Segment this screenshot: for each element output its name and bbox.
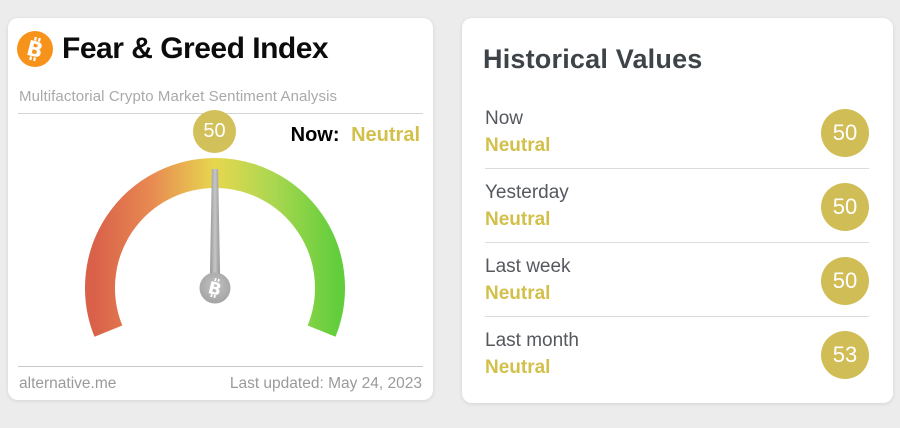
last-updated: Last updated: May 24, 2023 (229, 375, 422, 392)
row-value: 50 (832, 119, 858, 145)
row-value-badge: 50 (821, 182, 869, 231)
row-sentiment: Neutral (485, 357, 551, 378)
historical-values-card: Historical Values Now Neutral 50 Yesterd… (462, 18, 893, 403)
history-row-last-month: Last month Neutral 53 (485, 317, 869, 390)
source-link[interactable]: alternative.me (19, 375, 117, 392)
gauge-pivot: B (199, 272, 231, 304)
historical-rows: Now Neutral 50 Yesterday Neutral 50 Last… (485, 90, 869, 390)
row-value-badge: 53 (821, 330, 869, 379)
history-row-now: Now Neutral 50 (485, 90, 869, 169)
row-label: Yesterday (485, 182, 569, 203)
page-title: Fear & Greed Index (62, 32, 329, 65)
row-value-badge: 50 (821, 256, 869, 305)
gauge-value-badge: 50 (193, 110, 236, 153)
historical-title: Historical Values (483, 44, 703, 74)
history-row-yesterday: Yesterday Neutral 50 (485, 169, 869, 243)
row-label: Last week (485, 256, 571, 277)
row-value: 50 (832, 193, 858, 219)
history-row-last-week: Last week Neutral 50 (485, 243, 869, 317)
fear-greed-card: B Fear & Greed Index Multifactorial Cryp… (8, 18, 433, 400)
gauge-value: 50 (203, 120, 226, 142)
row-value: 50 (832, 267, 858, 293)
pivot-bitcoin-icon: B (206, 277, 223, 301)
row-value: 53 (832, 341, 858, 367)
bitcoin-icon: B (17, 31, 53, 67)
fear-greed-gauge: B (85, 158, 345, 337)
svg-text:B: B (206, 278, 223, 301)
now-sentiment: Neutral (351, 124, 420, 146)
card-header: B Fear & Greed Index (17, 31, 423, 67)
card-footer: alternative.me Last updated: May 24, 202… (19, 375, 422, 393)
gauge-needle (209, 169, 221, 288)
row-sentiment: Neutral (485, 209, 551, 230)
page-subtitle: Multifactorial Crypto Market Sentiment A… (19, 88, 338, 105)
row-sentiment: Neutral (485, 283, 551, 304)
row-label: Last month (485, 330, 579, 351)
footer-divider (18, 366, 423, 367)
now-label: Now: (290, 124, 340, 146)
row-value-badge: 50 (821, 108, 869, 157)
row-label: Now (485, 108, 524, 129)
svg-text:B: B (24, 36, 45, 63)
row-sentiment: Neutral (485, 135, 551, 156)
current-sentiment-line: Now: Neutral (291, 124, 420, 147)
